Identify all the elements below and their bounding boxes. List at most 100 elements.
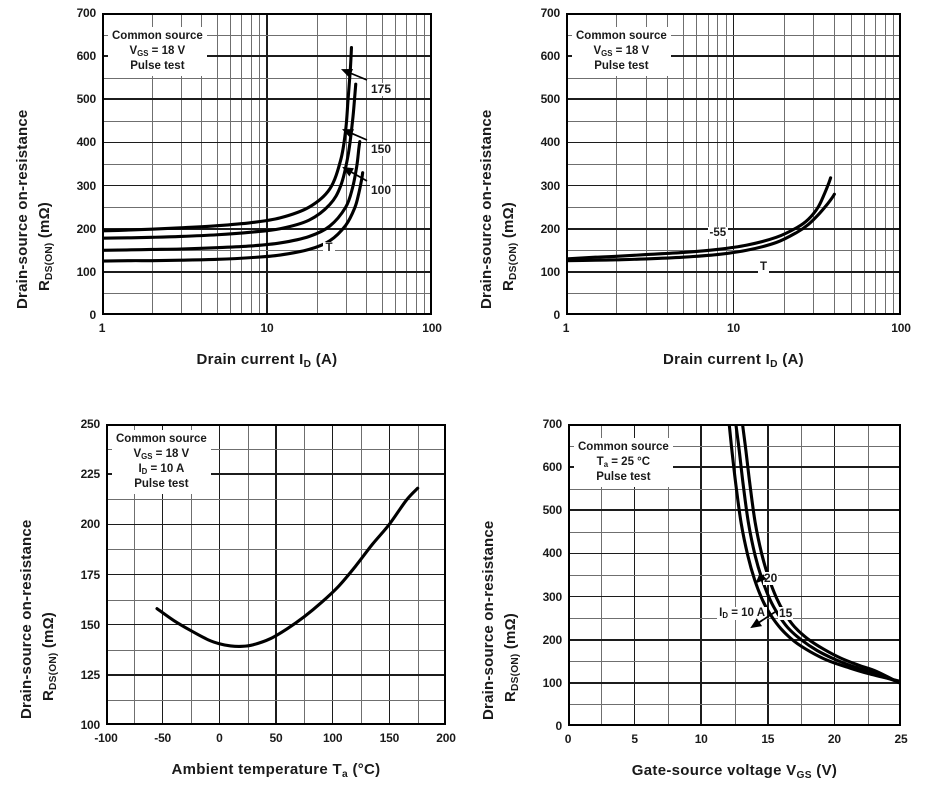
note-line: Common source (112, 30, 203, 42)
curve-100 (102, 140, 362, 252)
arrow-to-curve-100 (342, 166, 368, 182)
subscript: D (770, 358, 778, 370)
gridline-horizontal-minor (102, 164, 432, 165)
xtick-label: 0 (564, 732, 572, 746)
subscript: GS (141, 451, 153, 461)
arrow-to-curve-20 (755, 572, 767, 584)
gridline-horizontal-major (106, 473, 446, 475)
ytick-label: 100 (76, 264, 97, 279)
gridline-horizontal-major (568, 509, 901, 512)
xtick-label: 200 (436, 731, 456, 745)
gridline-horizontal-major (568, 552, 901, 555)
curve-15 (734, 424, 901, 685)
panel-top-right-note-box: Common source VGS = 18 V Pulse test (572, 27, 671, 76)
gridline-horizontal-minor (568, 575, 901, 576)
ytick-label: 400 (76, 135, 97, 150)
xtick-label: 100 (422, 321, 442, 335)
xaxis-title: Drain current ID (A) (196, 351, 338, 370)
xtick-label: 5 (631, 732, 638, 746)
ytick-label: 100 (540, 264, 561, 279)
xtick-label: 1 (562, 321, 570, 335)
gridline-horizontal-major (106, 523, 446, 526)
xtick-label: 10 (694, 732, 708, 746)
ytick-label: 200 (542, 632, 563, 647)
curve-label-20: 20 (763, 571, 779, 586)
gridline-horizontal-major (102, 227, 432, 230)
note-line: Pulse test (594, 59, 649, 72)
note-line: Ta = 25 °C (596, 455, 651, 469)
ytick-label: 600 (540, 49, 561, 64)
curve-annotation: -55 (707, 226, 729, 240)
curve-25 (566, 192, 836, 263)
ytick-label: 150 (80, 617, 101, 632)
ytick-label: 500 (542, 503, 563, 518)
curve-150 (102, 82, 358, 240)
subscript: D (141, 467, 148, 477)
xtick-label: 0 (216, 731, 223, 745)
gridline-horizontal-major (102, 184, 432, 187)
gridline-horizontal-major (566, 227, 901, 230)
xtick-label: 15 (761, 732, 775, 746)
xaxis-title: Ambient temperature Ta (°C) (171, 761, 381, 780)
arrow-to-curve-150 (341, 129, 368, 141)
gridline-horizontal-major (102, 98, 432, 101)
xtick-label: 150 (379, 731, 400, 745)
gridline-horizontal-major (102, 141, 432, 144)
curve-annotation: T (323, 242, 335, 255)
gridline-horizontal-major (102, 271, 432, 273)
ytick-label: 225 (80, 467, 101, 482)
curve-annotation: ID = 10 A (717, 606, 768, 621)
curve-label-150: 150 (370, 142, 393, 157)
xtick-label: 1 (98, 321, 106, 335)
note-line: VGS = 18 V (129, 44, 186, 58)
curve-175 (102, 45, 354, 233)
gridline-horizontal-major (566, 271, 901, 273)
gridline-horizontal-major (568, 638, 901, 641)
gridline-horizontal-minor (102, 250, 432, 252)
ytick-label: 700 (540, 6, 561, 20)
ytick-label: 100 (542, 675, 563, 690)
xaxis-title: Drain current ID (A) (663, 351, 804, 370)
gridline-horizontal-minor (568, 531, 901, 533)
panel-bottom-left-curves (155, 486, 420, 648)
gridline-horizontal-minor (566, 77, 901, 79)
curve-label-100: 100 (370, 183, 393, 198)
note-line: Pulse test (596, 470, 651, 483)
subscript: D (303, 358, 312, 370)
panel-bottom-left-note-box: Common source VGS = 18 V ID = 10 A Pulse te… (112, 430, 211, 494)
gridline-horizontal-minor (566, 34, 901, 36)
ytick-label: 400 (540, 135, 561, 150)
curve-label-175: 175 (370, 82, 393, 97)
ytick-label: 200 (80, 517, 101, 532)
gridline-horizontal-minor (568, 661, 901, 663)
ytick-label: 700 (542, 417, 563, 431)
ytick-label: 200 (540, 221, 561, 236)
xtick-label: 10 (727, 321, 740, 335)
curve-25 (102, 171, 365, 263)
ytick-label: 600 (542, 460, 563, 475)
note-line: VGS = 18 V (593, 44, 650, 58)
gridline-horizontal-minor (106, 599, 446, 601)
xtick-label: -100 (94, 731, 118, 745)
panel-bottom-right-note-box: Common source Ta = 25 °C Pulse test (574, 438, 673, 487)
ytick-label: 600 (76, 49, 97, 64)
gridline-horizontal-minor (102, 293, 432, 295)
gridline-horizontal-major (102, 55, 432, 57)
ytick-label: 175 (80, 567, 101, 582)
ytick-label: 300 (540, 178, 561, 193)
gridline-horizontal-minor (106, 449, 446, 451)
ytick-label: 500 (76, 92, 97, 107)
gridline-horizontal-minor (568, 488, 901, 490)
arrow-to-curve-175 (340, 69, 368, 81)
gridline-horizontal-major (106, 573, 446, 576)
ytick-label: 300 (542, 589, 563, 604)
subscript: D (722, 610, 729, 620)
gridline-horizontal-major (566, 55, 901, 57)
ytick-label: 200 (76, 221, 97, 236)
note-line: Common source (116, 433, 207, 445)
